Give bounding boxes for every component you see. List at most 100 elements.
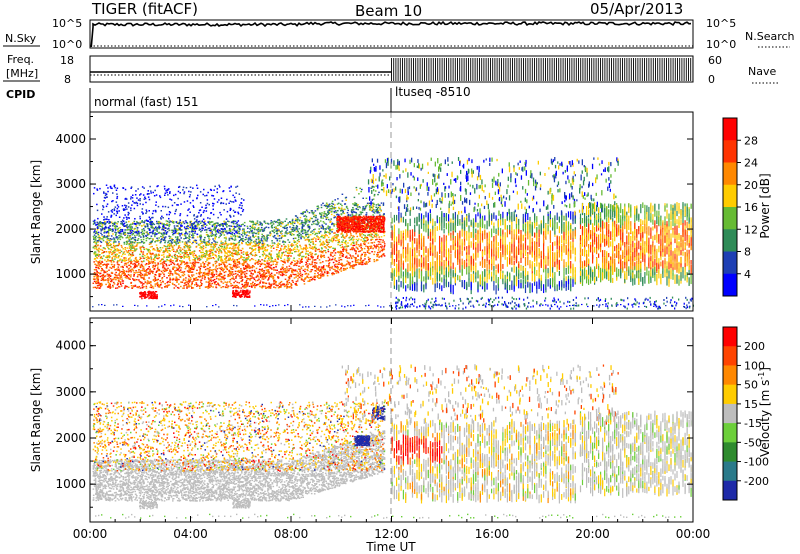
scatter-cell: [312, 261, 314, 262]
scatter-cell: [335, 252, 337, 253]
scatter-cell: [258, 252, 260, 253]
scatter-cell: [232, 229, 234, 230]
scatter-cell: [172, 234, 174, 235]
scatter-cell: [127, 241, 129, 242]
scatter-cell: [200, 252, 202, 253]
scatter-cell: [337, 244, 339, 245]
scatter-cell: [156, 221, 158, 222]
scatter-cell: [307, 251, 309, 252]
scatter-cell: [311, 210, 313, 211]
scatter-cell: [211, 283, 213, 284]
scatter-cell: [204, 229, 206, 230]
scatter-cell: [329, 206, 331, 207]
scatter-cell: [160, 284, 162, 285]
scatter-cell: [380, 210, 382, 211]
scatter-cell: [252, 246, 254, 247]
scatter-cell: [336, 212, 338, 213]
scatter-cell: [340, 233, 342, 234]
scatter-cell: [260, 280, 262, 281]
scatter-cell: [142, 270, 144, 271]
freq-sweep: [392, 58, 693, 81]
scatter-cell: [271, 250, 273, 251]
scatter-cell: [132, 245, 134, 246]
scatter-cell: [120, 259, 122, 260]
scatter-cell: [376, 234, 378, 235]
scatter-cell: [245, 242, 247, 243]
scatter-cell: [215, 227, 217, 228]
scatter-cell: [137, 240, 139, 241]
scatter-cell: [172, 247, 174, 248]
scatter-cell: [314, 229, 316, 230]
scatter-cell: [347, 212, 349, 213]
scatter-cell: [123, 252, 125, 253]
scatter-cell: [134, 246, 136, 247]
scatter-cell: [121, 279, 123, 280]
scatter-cell: [149, 244, 151, 245]
scatter-cell: [134, 235, 136, 236]
scatter-cell: [138, 279, 140, 280]
scatter-cell: [178, 279, 180, 280]
scatter-cell: [183, 221, 185, 222]
scatter-cell: [208, 268, 210, 269]
nsearch-label: N.Search: [745, 30, 795, 43]
scatter-cell: [265, 277, 267, 278]
scatter-cell: [265, 223, 267, 224]
scatter-cell: [154, 276, 156, 277]
scatter-cell: [261, 240, 263, 241]
scatter-cell: [143, 247, 145, 248]
scatter-cell: [208, 283, 210, 284]
scatter-cell: [113, 261, 115, 262]
scatter-cell: [374, 236, 376, 237]
scatter-cell: [277, 222, 279, 223]
scatter-cell: [356, 242, 358, 243]
scatter-cell: [293, 240, 295, 241]
scatter-cell: [272, 221, 274, 222]
scatter-cell: [291, 262, 293, 263]
scatter-cell: [302, 233, 304, 234]
scatter-cell: [241, 274, 243, 275]
scatter-cell: [116, 257, 118, 258]
scatter-cell: [251, 275, 253, 276]
scatter-cell: [307, 248, 309, 249]
scatter-cell: [239, 244, 241, 245]
scatter-cell: [114, 248, 116, 249]
scatter-cell: [161, 255, 163, 256]
scatter-cell: [192, 233, 194, 234]
scatter-cell: [355, 253, 357, 254]
scatter-cell: [298, 241, 300, 242]
scatter-cell: [200, 231, 202, 232]
scatter-cell: [100, 276, 102, 277]
scatter-cell: [139, 223, 141, 224]
scatter-cell: [177, 233, 179, 234]
scatter-cell: [318, 255, 320, 256]
scatter-cell: [169, 260, 171, 261]
scatter-cell: [162, 281, 164, 282]
scatter-cell: [333, 269, 335, 270]
scatter-cell: [376, 233, 378, 234]
scatter-cell: [105, 275, 107, 276]
scatter-cell: [244, 225, 246, 226]
scatter-cell: [225, 237, 227, 238]
scatter-cell: [188, 276, 190, 277]
scatter-cell: [381, 202, 383, 203]
scatter-cell: [357, 236, 359, 237]
scatter-cell: [205, 247, 207, 248]
scatter-cell: [133, 279, 135, 280]
scatter-cell: [143, 260, 145, 261]
scatter-cell: [258, 224, 260, 225]
scatter-cell: [144, 249, 146, 250]
scatter-cell: [242, 224, 244, 225]
scatter-cell: [360, 250, 362, 251]
scatter-cell: [222, 270, 224, 271]
scatter-cell: [275, 269, 277, 270]
scatter-cell: [314, 277, 316, 278]
scatter-cell: [259, 266, 261, 267]
scatter-cell: [279, 235, 281, 236]
scatter-cell: [176, 249, 178, 250]
scatter-cell: [213, 234, 215, 235]
scatter-cell: [177, 236, 179, 237]
scatter-cell: [98, 264, 100, 265]
scatter-cell: [184, 264, 186, 265]
scatter-cell: [174, 245, 176, 246]
scatter-cell: [358, 264, 360, 265]
